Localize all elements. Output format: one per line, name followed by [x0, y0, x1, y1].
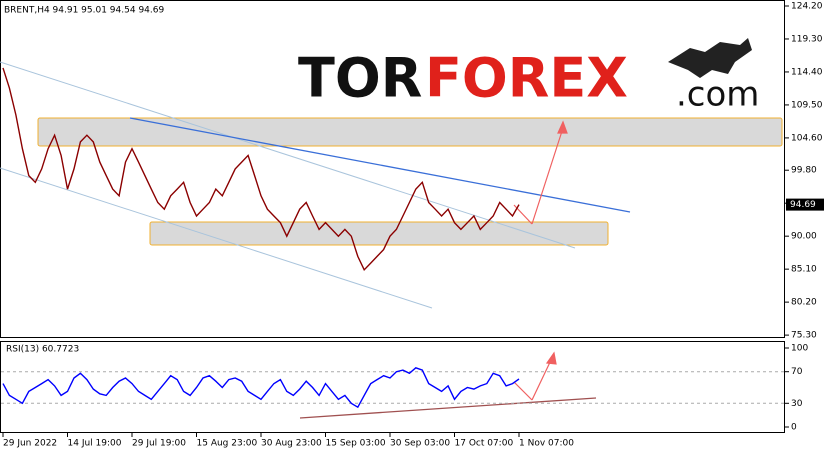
- y-tick-label: 75.30: [791, 331, 817, 341]
- logo-red: FOREX: [425, 47, 628, 110]
- x-tick-label: 30 Aug 23:00: [261, 439, 322, 449]
- trend-line: [129, 117, 631, 213]
- x-tick-label: 15 Sep 03:00: [326, 439, 386, 449]
- y-tick-label: 80.20: [791, 298, 817, 308]
- channel-line: [0, 61, 576, 249]
- y-tick-label: 114.40: [791, 67, 823, 77]
- y-tick-label: 0: [791, 422, 797, 432]
- rsi-header: RSI(13) 60.7723: [6, 345, 79, 355]
- y-tick-label: 99.80: [791, 166, 817, 176]
- x-tick-label: 29 Jul 19:00: [132, 439, 186, 449]
- price-panel: [0, 0, 785, 338]
- x-tick-label: 30 Sep 03:00: [390, 439, 450, 449]
- logo-dark: TOR: [298, 47, 422, 110]
- x-tick-label: 15 Aug 23:00: [197, 439, 258, 449]
- series-line: [2, 367, 520, 409]
- series-line: [2, 67, 520, 272]
- rsi-panel: [0, 341, 785, 433]
- x-tick-label: 29 Jun 2022: [3, 439, 57, 449]
- y-tick-label: 90.00: [791, 232, 817, 242]
- y-tick-label: 109.50: [791, 100, 823, 110]
- y-tick-label: 30: [791, 399, 803, 409]
- resistance-zone: [37, 117, 783, 147]
- last-price-tag: [786, 198, 824, 211]
- y-tick-label: 119.30: [791, 34, 823, 44]
- x-tick-label: 14 Jul 19:00: [68, 439, 122, 449]
- channel-line: [0, 167, 433, 309]
- support-zone: [149, 221, 609, 246]
- y-tick-label: 104.60: [791, 133, 823, 143]
- price-header: BRENT,H4 94.91 95.01 94.54 94.69: [4, 6, 164, 16]
- x-tick-label: 17 Oct 07:00: [455, 439, 514, 449]
- y-tick-label: 70: [791, 367, 803, 377]
- forecast-arrows: [513, 120, 568, 401]
- logo-bull: [668, 38, 752, 78]
- x-tick-label: 1 Nov 07:00: [519, 439, 574, 449]
- y-tick-label: 85.10: [791, 265, 817, 275]
- last-price-label: 94.69: [790, 200, 816, 210]
- y-tick-label: 124.20: [791, 1, 823, 11]
- rsi-trend-line: [299, 397, 597, 419]
- logo-suffix: .com: [676, 75, 759, 115]
- y-tick-label: 100: [791, 344, 808, 354]
